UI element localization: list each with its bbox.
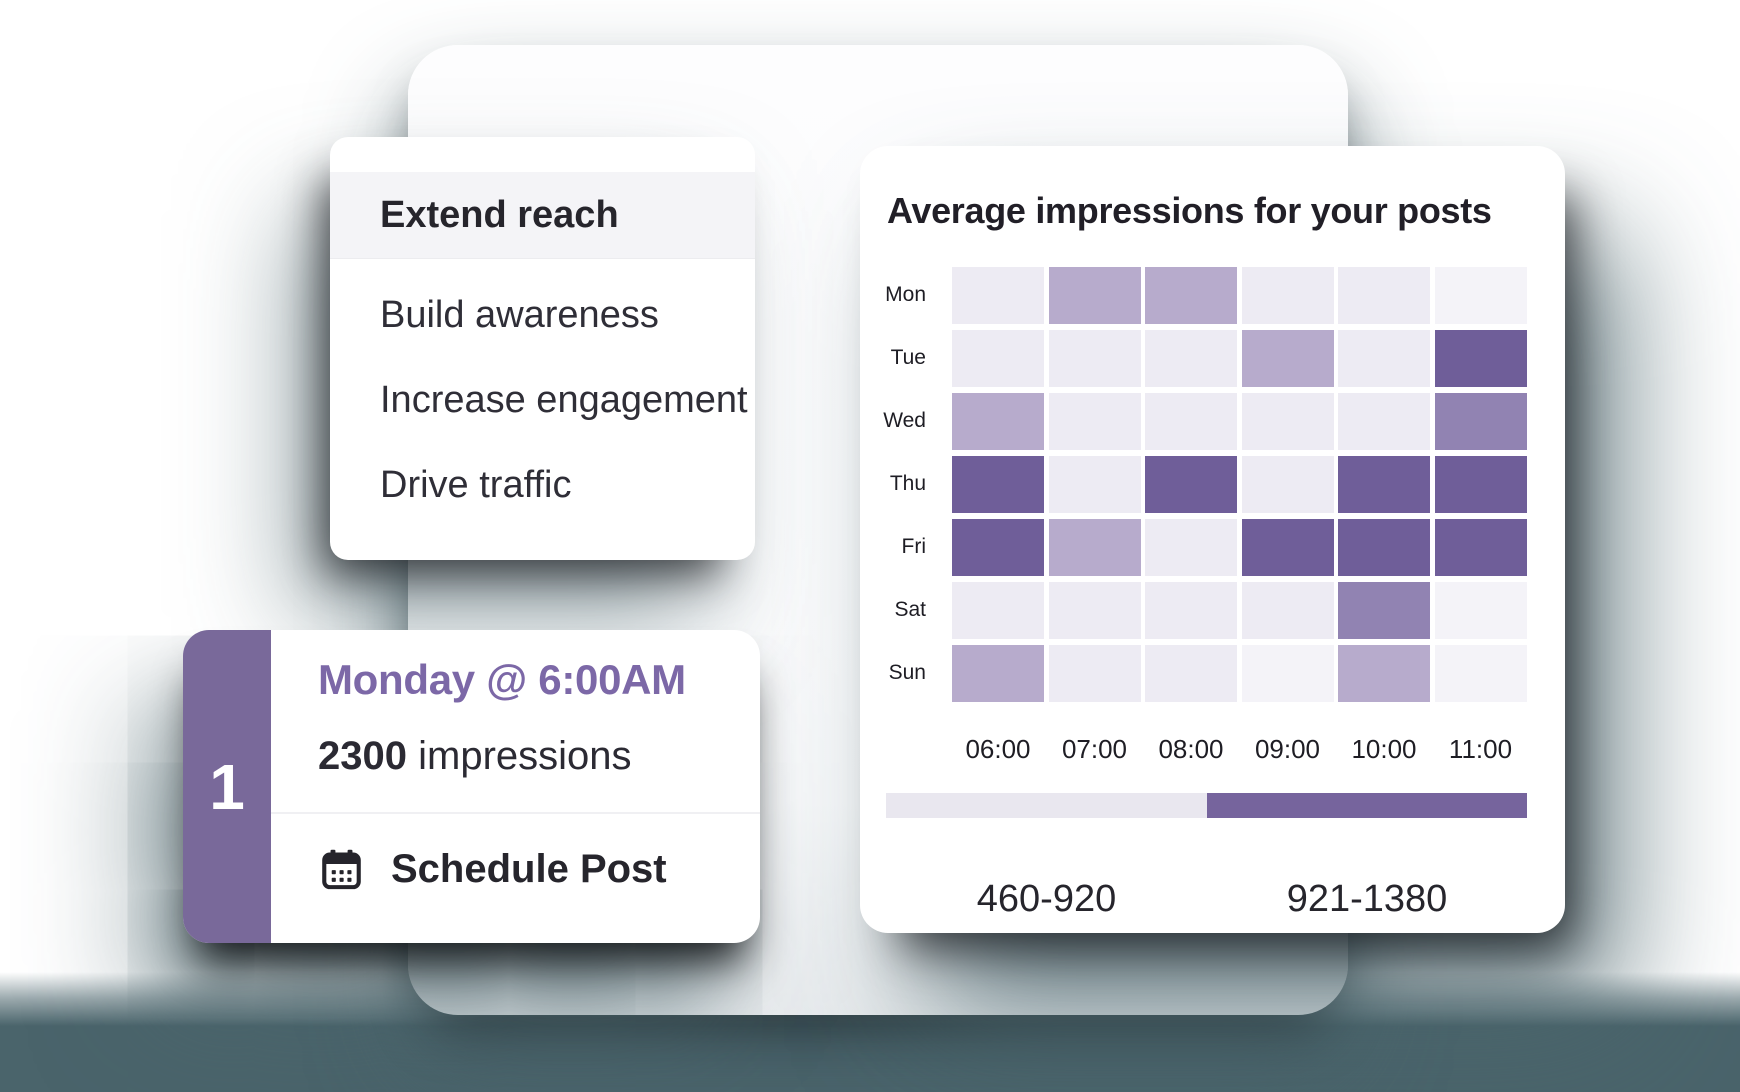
- heatmap-cell: [1338, 330, 1430, 387]
- divider: [271, 812, 760, 814]
- time-label: 07:00: [1061, 734, 1128, 764]
- menu-item-increase-engagement[interactable]: Increase engagement: [380, 379, 748, 421]
- legend-segment: [886, 793, 1207, 818]
- schedule-post-label: Schedule Post: [391, 847, 667, 891]
- impressions-heatmap-card: Average impressions for your posts Mon Tu…: [860, 146, 1565, 933]
- time-label: 06:00: [965, 734, 1031, 764]
- heatmap-cell: [952, 393, 1044, 450]
- heatmap-cell: [1145, 582, 1237, 639]
- heatmap-cell: [1145, 645, 1237, 702]
- heatmap-cell: [1145, 267, 1237, 324]
- heatmap-cell: [1434, 456, 1527, 513]
- legend-label: 460-920: [976, 878, 1117, 920]
- time-label: 10:00: [1351, 734, 1417, 764]
- goal-dropdown-menu: Extend reach Build awareness Increase enga…: [330, 137, 755, 560]
- calendar-icon: [318, 846, 365, 893]
- heatmap-cell: [1048, 267, 1141, 324]
- heatmap-cell: [1338, 267, 1430, 324]
- day-label: Fri: [901, 535, 927, 558]
- heatmap-cell: [1048, 393, 1141, 450]
- heatmap-cell: [952, 582, 1044, 639]
- rank-number: 1: [209, 750, 245, 823]
- heatmap-cell: [1434, 519, 1527, 576]
- time-label: 09:00: [1254, 734, 1321, 764]
- impressions-line: 2300 impressions: [318, 734, 632, 779]
- heatmap-cell: [1338, 582, 1430, 639]
- schedule-post-button[interactable]: Schedule Post: [318, 846, 667, 893]
- heatmap-cell: [1241, 330, 1334, 387]
- menu-item-drive-traffic[interactable]: Drive traffic: [380, 464, 572, 506]
- heatmap-cell: [1145, 519, 1237, 576]
- time-label: 11:00: [1448, 734, 1513, 764]
- heatmap-cell: [1434, 582, 1527, 639]
- heatmap-cell: [1338, 456, 1430, 513]
- day-label: Wed: [883, 409, 926, 432]
- day-label: Thu: [889, 472, 926, 495]
- legend-segment: [1206, 793, 1527, 818]
- heatmap-cell: [1048, 582, 1141, 639]
- heatmap-cell: [1338, 393, 1430, 450]
- heatmap-cell: [1241, 456, 1334, 513]
- heatmap-cell: [1048, 519, 1141, 576]
- heatmap-cell: [952, 519, 1044, 576]
- heatmap-cell: [1048, 456, 1141, 513]
- menu-item-build-awareness[interactable]: Build awareness: [380, 294, 659, 336]
- heatmap-cell: [952, 330, 1044, 387]
- day-label: Sun: [888, 661, 926, 684]
- heatmap-cell: [1241, 267, 1334, 324]
- menu-item-extend-reach[interactable]: Extend reach: [330, 172, 755, 259]
- heatmap-cell: [952, 456, 1044, 513]
- heatmap-cell: [1434, 267, 1527, 324]
- heatmap-cell: [1145, 330, 1237, 387]
- rank-stripe: 1: [183, 630, 271, 943]
- heatmap-title: Average impressions for your posts: [887, 190, 1492, 231]
- heatmap-cell: [952, 267, 1044, 324]
- impressions-unit: impressions: [418, 734, 632, 778]
- day-label: Tue: [890, 346, 926, 369]
- heatmap-cell: [1145, 393, 1237, 450]
- heatmap-cell: [1434, 393, 1527, 450]
- heatmap-cell: [1145, 456, 1237, 513]
- time-label: 08:00: [1158, 734, 1224, 764]
- suggested-slot-title: Monday @ 6:00AM: [318, 656, 686, 703]
- heatmap-cell: [952, 645, 1044, 702]
- legend-label: 921-1380: [1286, 878, 1448, 920]
- heatmap-cell: [1338, 645, 1430, 702]
- heatmap-cell: [1241, 582, 1334, 639]
- day-label: Mon: [885, 283, 926, 306]
- impressions-value: 2300: [318, 734, 407, 778]
- heatmap-cell: [1338, 519, 1430, 576]
- day-label: Sat: [894, 598, 926, 621]
- heatmap-cell: [1434, 645, 1527, 702]
- heatmap-cell: [1241, 645, 1334, 702]
- heatmap-cell: [1434, 330, 1527, 387]
- heatmap-cell: [1241, 393, 1334, 450]
- heatmap-cell: [1241, 519, 1334, 576]
- legend-bar: [886, 793, 1527, 818]
- schedule-suggestion-card: 1 Monday @ 6:00AM 2300 impressions: [183, 630, 760, 943]
- heatmap-cell: [1048, 645, 1141, 702]
- heatmap-cell: [1048, 330, 1141, 387]
- schedule-card-content: Monday @ 6:00AM 2300 impressions: [271, 630, 760, 943]
